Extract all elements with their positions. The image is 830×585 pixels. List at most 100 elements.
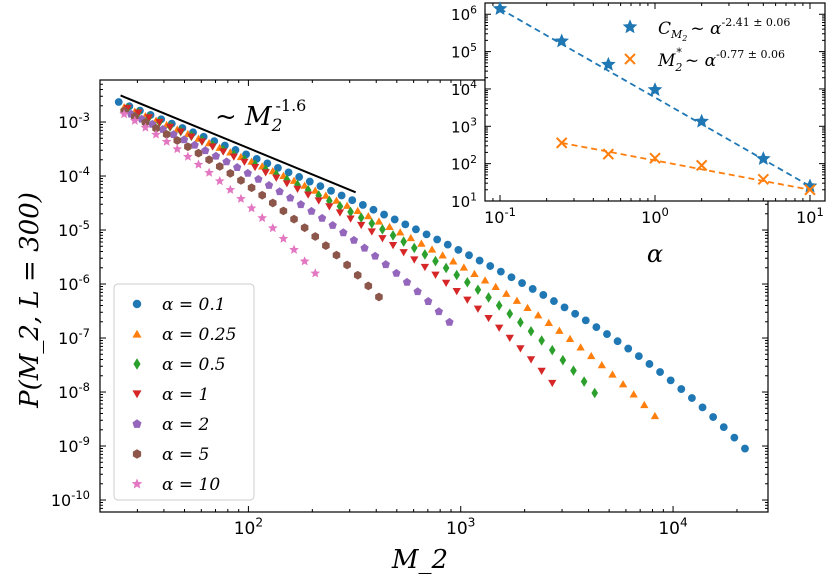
data-point [445, 317, 454, 326]
data-point [264, 180, 274, 189]
data-point [548, 344, 556, 356]
legend-label: CM2 ~ α-2.41 ± 0.06 [658, 16, 790, 43]
data-point [647, 82, 663, 97]
data-point [475, 256, 484, 265]
data-point [211, 151, 221, 160]
data-point [279, 206, 288, 216]
trend-line [120, 94, 357, 194]
data-point [516, 345, 525, 353]
data-point [730, 433, 739, 442]
data-point [576, 343, 585, 351]
data-point [434, 307, 444, 316]
data-point [204, 167, 214, 177]
legend-marker [132, 329, 142, 338]
data-point [176, 128, 185, 136]
data-point [158, 124, 168, 133]
legend-label: α = 10 [162, 475, 220, 495]
data-point [603, 330, 611, 338]
data-point [507, 273, 516, 282]
main-y-axis-label: P(M_2, L = 300) [15, 192, 45, 409]
data-point [433, 235, 442, 244]
data-point [402, 277, 412, 286]
data-point [368, 218, 376, 229]
data-point [602, 148, 615, 160]
data-point [432, 255, 439, 267]
data-point [290, 214, 298, 224]
inset-y-tick-label: 105 [451, 41, 477, 62]
data-point [187, 133, 196, 141]
inset-y-tick-label: 106 [451, 3, 477, 24]
data-point [756, 151, 771, 166]
inset-y-tick-label: 103 [451, 116, 477, 137]
data-point [343, 260, 351, 270]
trend-label: ~ M2-1.6 [215, 96, 306, 136]
data-point [295, 173, 304, 181]
main-y-tick-label: 10-5 [58, 218, 90, 240]
data-point [518, 279, 526, 287]
data-point [380, 210, 388, 219]
inset-axis-ticks: 10-1 100 101 101 102 103 104 105 106 [451, 2, 825, 227]
data-point [317, 213, 327, 222]
data-point [539, 291, 548, 299]
data-point [364, 281, 373, 291]
data-point [314, 197, 323, 205]
data-point [581, 316, 590, 325]
legend-marker [132, 419, 142, 428]
data-point [310, 268, 321, 278]
data-point [201, 146, 210, 155]
data-point [463, 296, 472, 304]
data-point [328, 220, 337, 229]
data-point [208, 143, 217, 151]
data-point [225, 184, 236, 194]
data-point [512, 296, 522, 304]
data-point [335, 209, 345, 217]
data-point [130, 115, 140, 125]
data-point [634, 352, 643, 361]
data-point [645, 360, 654, 368]
data-point [374, 217, 384, 225]
data-point [321, 191, 331, 199]
data-point [597, 360, 607, 369]
data-point [162, 129, 171, 139]
data-point [261, 169, 270, 177]
main-legend: α = 0.1 α = 0.25 α = 0.5 α = 1 α = 2 α = 5 α =… [113, 283, 255, 501]
data-point [316, 182, 325, 191]
data-point [342, 201, 352, 209]
data-point [165, 123, 175, 131]
data-point [465, 251, 473, 260]
data-point [193, 159, 204, 169]
data-point [580, 376, 588, 387]
data-point [486, 262, 495, 270]
data-point [427, 245, 437, 253]
fit-line [561, 141, 811, 191]
data-point [410, 256, 419, 264]
data-point [123, 104, 132, 113]
data-point [184, 142, 192, 152]
inset-x-tick-label: 101 [796, 205, 824, 227]
data-point [618, 380, 628, 388]
data-point [169, 130, 178, 139]
data-point [395, 228, 405, 236]
data-point [442, 262, 450, 274]
data-point [389, 230, 397, 241]
main-y-tick-label: 10-7 [58, 326, 90, 348]
data-point [802, 178, 818, 193]
main-y-tick-label: 10-10 [51, 488, 90, 510]
data-point [385, 222, 394, 231]
data-point [348, 196, 357, 205]
data-point [506, 308, 514, 320]
data-point [183, 151, 193, 161]
main-y-tick-label: 10-4 [58, 164, 90, 186]
data-point [624, 344, 633, 353]
data-point [332, 250, 341, 260]
data-point [453, 269, 461, 281]
data-point [303, 191, 313, 199]
main-legend-frame [113, 283, 255, 501]
data-point [431, 271, 440, 279]
data-point [381, 260, 390, 269]
data-point [322, 241, 330, 251]
data-point [533, 311, 543, 319]
data-point [649, 152, 661, 164]
data-point [565, 334, 575, 343]
data-point [470, 269, 479, 277]
